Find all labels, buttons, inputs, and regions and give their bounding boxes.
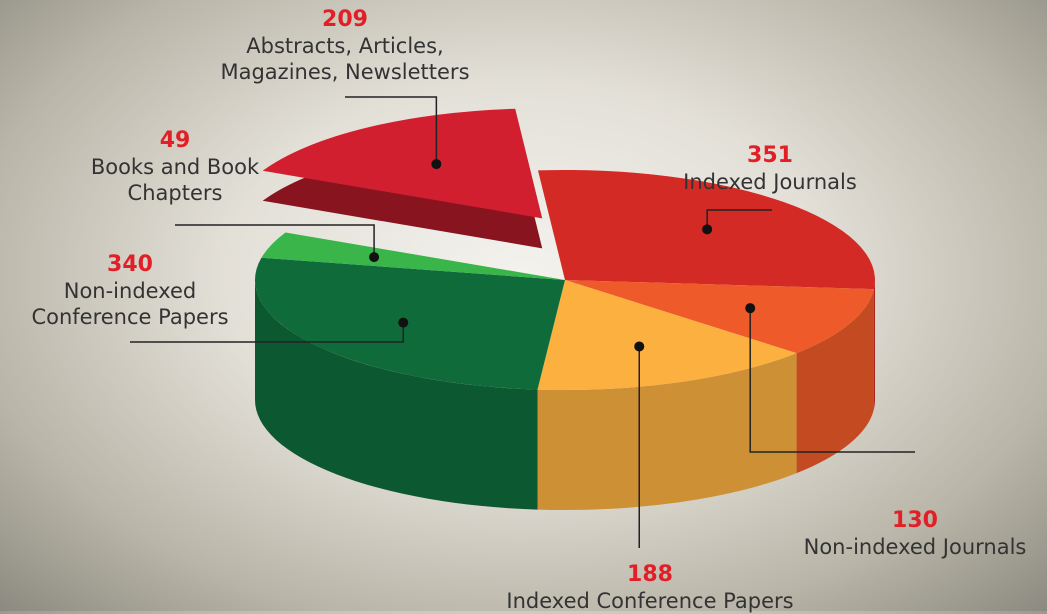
leader-line xyxy=(130,322,405,343)
slice-label: 209 Abstracts, Articles, Magazines, Newsl… xyxy=(200,7,490,85)
slice-label: 351 Indexed Journals xyxy=(660,143,880,195)
leader-dot xyxy=(634,341,645,352)
slice-label: 188 Indexed Conference Papers xyxy=(500,562,800,614)
slice-label: 49 Books and Book Chapters xyxy=(70,128,280,206)
slice xyxy=(537,280,797,390)
leader-dot xyxy=(369,252,380,263)
leader-line xyxy=(175,224,375,258)
slice-side xyxy=(255,280,538,510)
leader-line xyxy=(706,209,772,230)
leader-line xyxy=(749,308,915,453)
category-label: Books and Book Chapters xyxy=(90,155,260,205)
value-label: 130 xyxy=(892,508,938,533)
slice xyxy=(261,232,565,280)
value-label: 351 xyxy=(747,143,793,168)
slice xyxy=(254,257,565,390)
value-label: 49 xyxy=(159,128,191,153)
leader-dot xyxy=(702,224,713,235)
leader-dot xyxy=(745,303,756,314)
leader-dot xyxy=(431,159,442,170)
category-label: Non-indexed Conference Papers xyxy=(31,279,229,329)
slice-side xyxy=(537,353,797,510)
slice xyxy=(262,108,543,219)
category-label: Indexed Conference Papers xyxy=(506,589,794,613)
slice-label: 130 Non-indexed Journals xyxy=(780,508,1047,560)
slice-side xyxy=(873,280,876,410)
slice xyxy=(565,280,874,354)
category-label: Indexed Journals xyxy=(683,170,857,194)
value-label: 209 xyxy=(322,7,368,32)
leader-line xyxy=(345,96,438,165)
value-label: 340 xyxy=(107,252,153,277)
value-label: 188 xyxy=(627,562,673,587)
slice-label: 340 Non-indexed Conference Papers xyxy=(20,252,240,330)
category-label: Non-indexed Journals xyxy=(803,535,1027,559)
leader-dot xyxy=(398,317,409,328)
category-label: Abstracts, Articles, Magazines, Newslett… xyxy=(220,34,470,84)
slice-side xyxy=(796,289,874,474)
